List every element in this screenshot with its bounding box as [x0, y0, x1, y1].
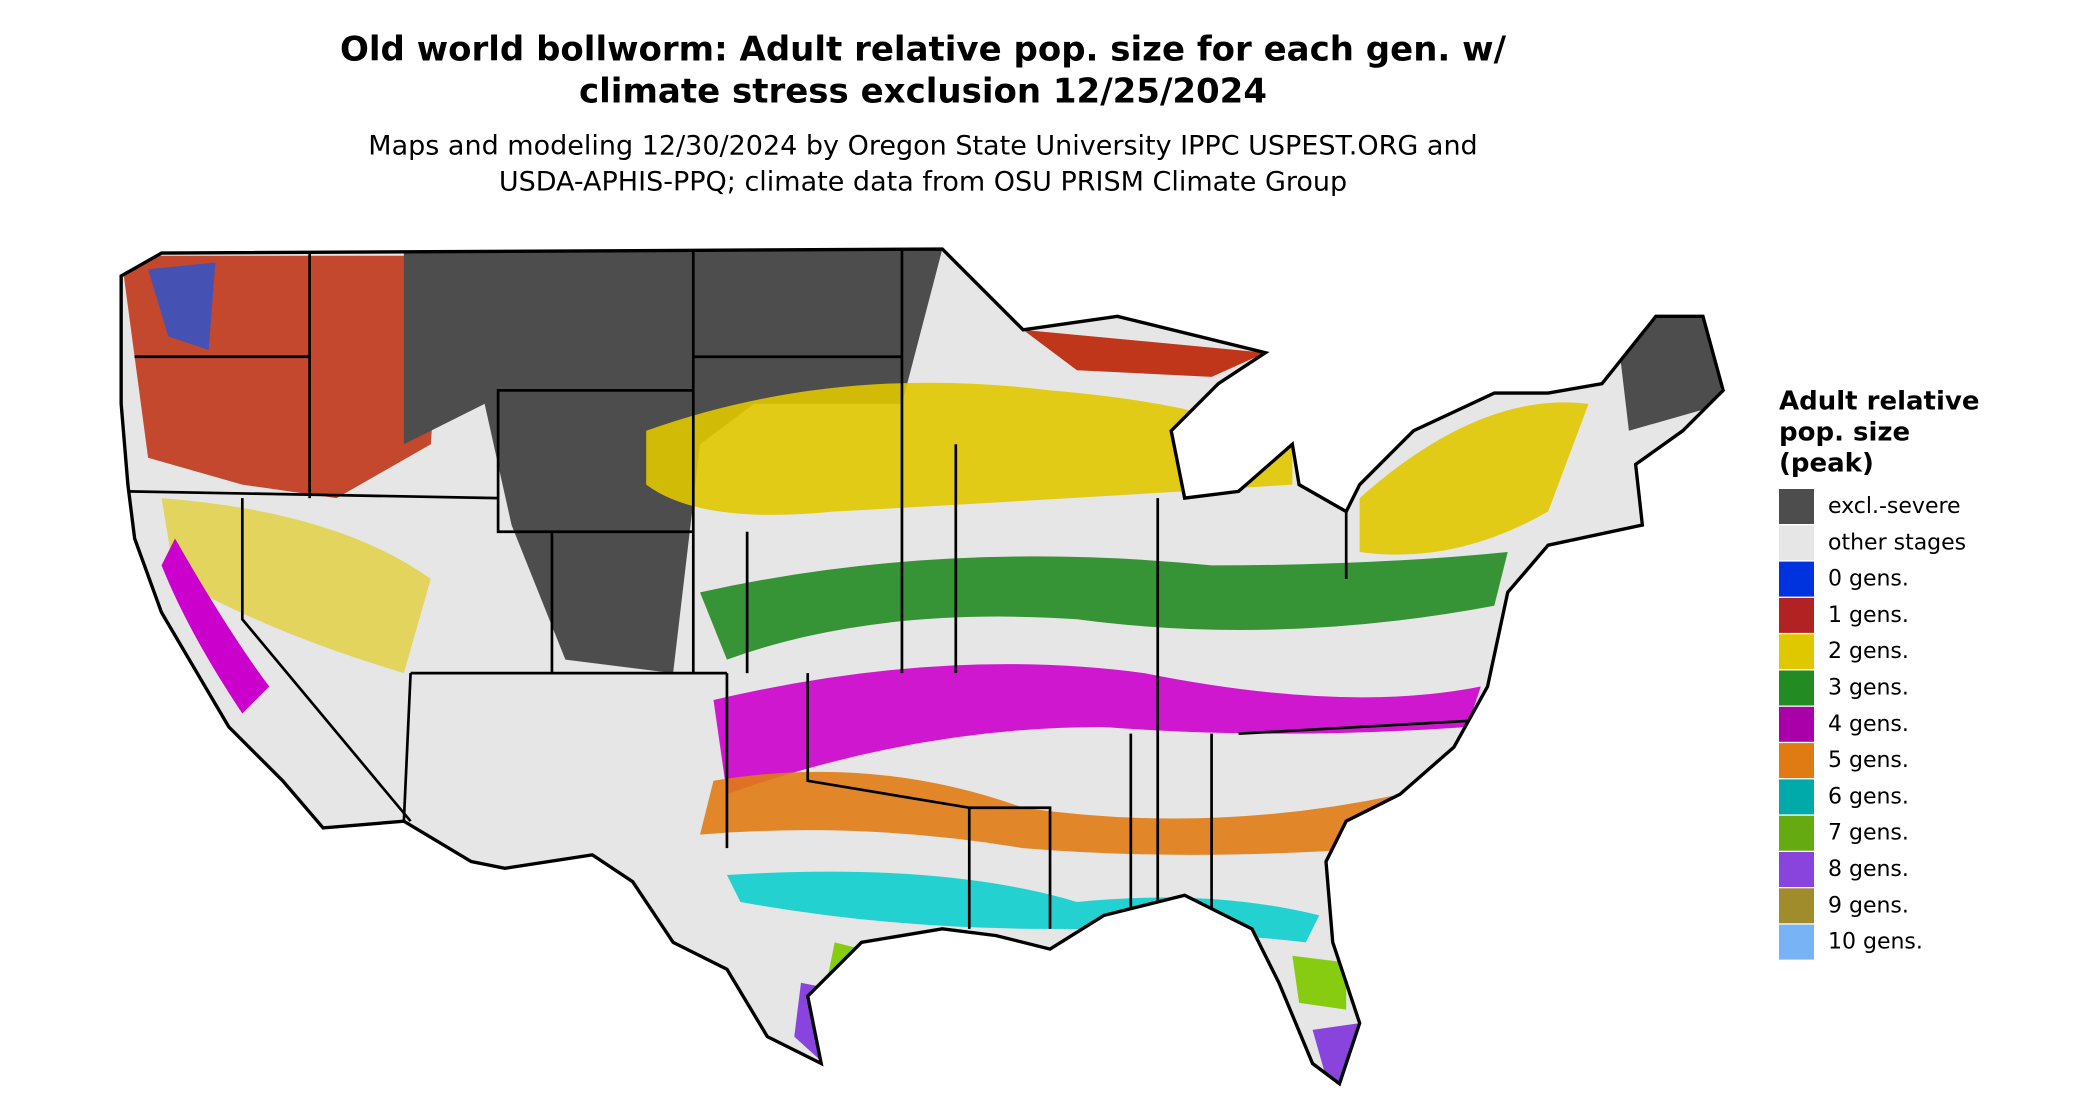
legend-title: pop. size [1779, 418, 1910, 448]
region-1gen [1023, 329, 1266, 377]
legend-swatch [1779, 597, 1814, 633]
region-7gen [1292, 955, 1347, 1010]
legend-swatch [1779, 561, 1814, 597]
region-2gen [646, 382, 1293, 515]
legend-label: 10 gens. [1828, 930, 1923, 955]
title: Old world bollworm: Adult relative pop. … [340, 30, 1507, 70]
texts: Old world bollworm: Adult relative pop. … [340, 30, 1979, 960]
map [119, 247, 1726, 1087]
legend-swatch [1779, 743, 1814, 779]
legend-swatch [1779, 779, 1814, 815]
legend-label: 7 gens. [1828, 821, 1909, 846]
region-2gen [1359, 402, 1589, 555]
region-4gen [161, 538, 270, 714]
legend-swatch [1779, 706, 1814, 742]
region-excluded [1615, 316, 1724, 431]
legend-label: 3 gens. [1828, 676, 1909, 701]
region-4gen [713, 664, 1481, 795]
legend-swatch [1779, 634, 1814, 670]
legend-swatch [1779, 888, 1814, 924]
legend-swatch [1779, 852, 1814, 887]
state-lines [127, 249, 1481, 929]
subtitle: USDA-APHIS-PPQ; climate data from OSU PR… [499, 167, 1347, 198]
legend-label: 5 gens. [1828, 748, 1909, 773]
legend-label: 0 gens. [1828, 567, 1909, 592]
legend-label: 4 gens. [1828, 712, 1909, 737]
region-8gen [1312, 1023, 1360, 1084]
legend-label: excl.-severe [1828, 494, 1961, 519]
legend-label: 8 gens. [1828, 857, 1909, 882]
legend-title: (peak) [1779, 449, 1874, 479]
subtitle: Maps and modeling 12/30/2024 by Oregon S… [368, 131, 1477, 162]
legend-swatch [1779, 670, 1814, 706]
legend-swatch [1779, 489, 1814, 524]
legend-label: 6 gens. [1828, 784, 1909, 809]
region-2gen [161, 498, 431, 674]
legend-swatch [1779, 815, 1814, 851]
legend-swatch [1779, 924, 1814, 960]
legend-label: other stages [1828, 530, 1966, 555]
legend-label: 2 gens. [1828, 639, 1909, 664]
region-7gen [827, 942, 889, 983]
region-0gen [148, 262, 216, 351]
legend-label: 1 gens. [1828, 603, 1909, 628]
us-outline [119, 247, 1726, 1087]
legend-swatch [1779, 525, 1814, 561]
title: climate stress exclusion 12/25/2024 [579, 72, 1267, 112]
legend-title: Adult relative [1779, 387, 1979, 417]
legend-label: 9 gens. [1828, 893, 1909, 918]
